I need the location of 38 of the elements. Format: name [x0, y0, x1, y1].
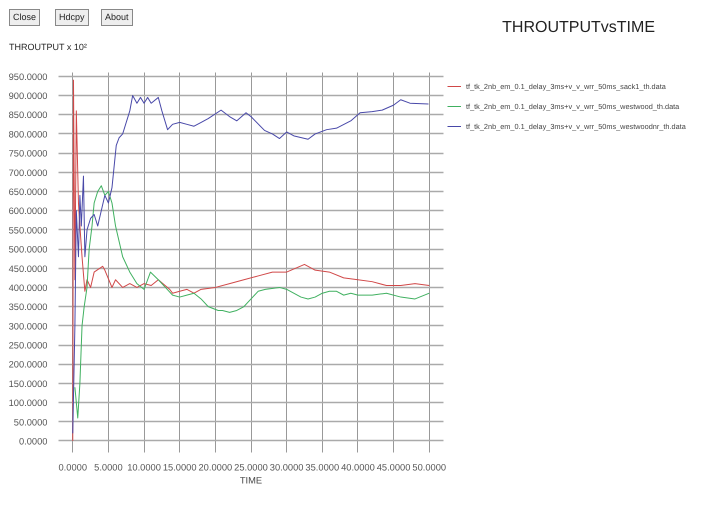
x-tick-label: 40.0000: [341, 462, 375, 472]
y-tick-label: 600.0000: [8, 206, 48, 216]
y-tick-label: 750.0000: [8, 148, 48, 159]
y-tick-label: 650.0000: [8, 186, 48, 197]
x-tick-label: 30.0000: [270, 462, 304, 472]
y-tick-label: 350.0000: [8, 302, 48, 312]
y-tick-label: 50.0000: [14, 417, 48, 428]
y-tick-label: 300.0000: [8, 321, 48, 332]
x-tick-label: 0.0000: [58, 462, 88, 472]
text: About: [101, 9, 133, 26]
text: Close: [9, 9, 40, 26]
x-tick-label: 15.0000: [162, 462, 197, 472]
y-tick-label: 150.0000: [8, 378, 48, 389]
y-tick-label: 900.0000: [8, 91, 48, 102]
x-tick-label: 45.0000: [376, 462, 410, 472]
y-tick-label: 550.0000: [8, 225, 48, 236]
x-tick-label: 35.0000: [305, 462, 340, 472]
x-tick-label: 5.0000: [94, 462, 123, 472]
y-tick-label: 400.0000: [8, 282, 48, 293]
x-tick-label: 10.0000: [127, 462, 161, 472]
y-tick-label: 200.0000: [8, 360, 48, 370]
y-tick-label: 850.0000: [8, 110, 48, 120]
x-tick-label: 50.0000: [412, 462, 446, 472]
y-tick-label: 100.0000: [8, 398, 48, 408]
y-axis-title: THROUTPUT x 10²: [9, 41, 87, 54]
y-tick-label: 800.0000: [8, 129, 48, 140]
y-tick-label: 250.0000: [8, 340, 48, 351]
x-axis-title: TIME: [240, 476, 262, 486]
text: THROUTPUTvsTIME: [502, 18, 655, 38]
x-tick-label: 20.0000: [198, 462, 232, 472]
y-tick-label: 500.0000: [8, 244, 48, 255]
line-series: [74, 185, 430, 418]
x-tick-label: 25.0000: [234, 462, 268, 472]
y-tick-label: 950.0000: [8, 72, 48, 82]
y-tick-label: 0.0000: [18, 436, 48, 446]
y-tick-label: 700.0000: [8, 168, 48, 178]
text: Hdcpy: [55, 9, 89, 26]
y-tick-label: 450.0000: [8, 264, 48, 274]
